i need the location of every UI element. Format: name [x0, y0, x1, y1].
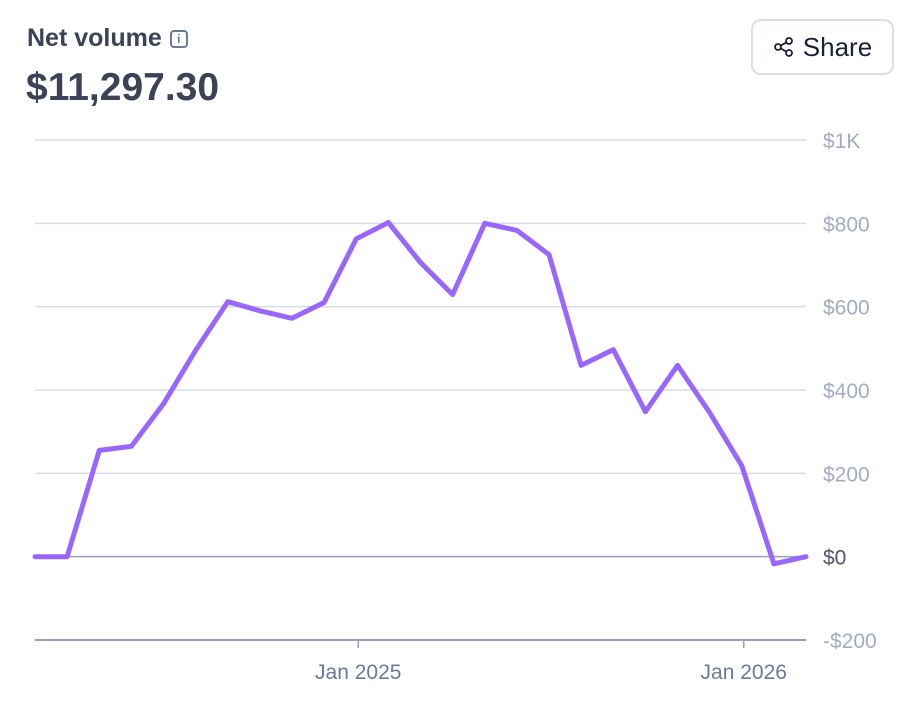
y-tick-label: $1K: [823, 130, 860, 153]
x-tick-label: Jan 2026: [701, 661, 787, 684]
share-button[interactable]: Share: [751, 19, 894, 75]
y-tick-label: $0: [823, 547, 846, 570]
y-tick-label: $400: [823, 380, 870, 403]
y-tick-label: $600: [823, 297, 870, 320]
series-line-net-volume: [32, 220, 809, 567]
share-icon: [773, 37, 793, 57]
net-volume-value: $11,297.30: [26, 66, 220, 109]
info-icon[interactable]: i: [169, 29, 188, 48]
y-tick-label: $800: [823, 213, 870, 236]
share-label: Share: [802, 31, 873, 62]
y-tick-label: -$200: [823, 630, 877, 653]
title-row: Net volume i: [27, 24, 188, 53]
x-tick-label: Jan 2025: [315, 661, 401, 684]
y-tick-label: $200: [823, 463, 870, 486]
chart-title: Net volume: [27, 24, 162, 52]
